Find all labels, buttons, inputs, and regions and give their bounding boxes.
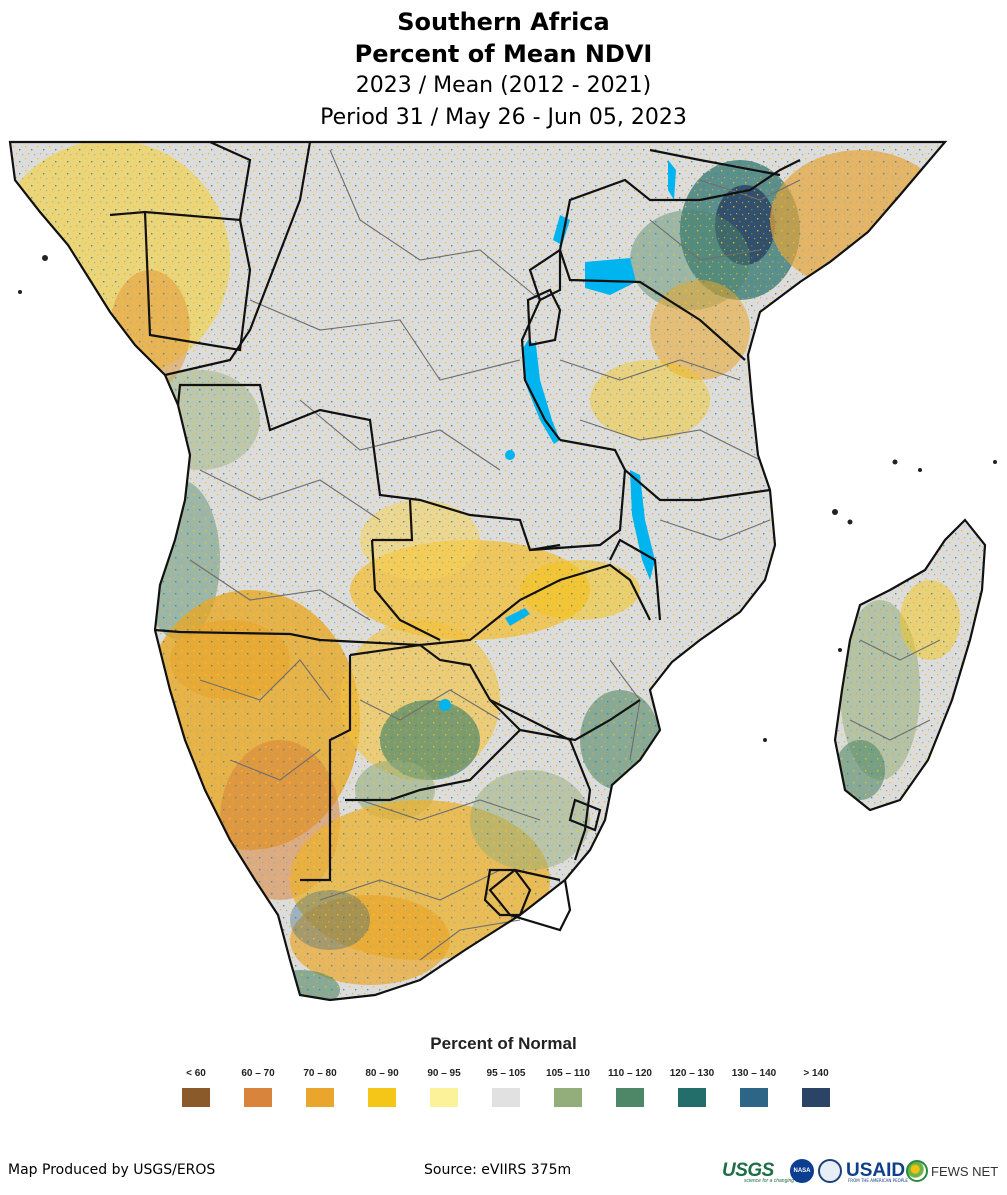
legend-label: 110 – 120 <box>608 1068 652 1079</box>
legend: < 60 60 – 70 70 – 80 80 – 90 90 – 95 95 … <box>165 1068 845 1116</box>
lake-mweru <box>505 450 515 460</box>
legend-item: 130 – 140 <box>723 1068 785 1107</box>
legend-item: 95 – 105 <box>475 1068 537 1107</box>
usgs-tagline: science for a changing world <box>744 1178 808 1184</box>
legend-swatch <box>306 1088 334 1107</box>
lake-victoria <box>585 258 636 295</box>
legend-swatch <box>616 1088 644 1107</box>
partner-logos: USGS science for a changing world NASA U… <box>722 1156 1002 1186</box>
legend-swatch <box>554 1088 582 1107</box>
legend-swatch <box>182 1088 210 1107</box>
legend-label: 80 – 90 <box>365 1068 399 1079</box>
fewsnet-logo: FEWS NET <box>906 1156 998 1186</box>
seal-icon <box>818 1159 842 1183</box>
legend-label: 130 – 140 <box>731 1068 777 1079</box>
nasa-meatball-icon: NASA <box>790 1159 814 1183</box>
lake-malawi <box>630 470 655 580</box>
legend-item: 90 – 95 <box>413 1068 475 1107</box>
legend-item: 110 – 120 <box>599 1068 661 1107</box>
admin-boundaries <box>189 149 941 961</box>
legend-label: 70 – 80 <box>303 1068 337 1079</box>
legend-item: < 60 <box>165 1068 227 1107</box>
water-bodies <box>439 160 676 711</box>
usaid-seal <box>818 1156 842 1186</box>
legend-label: 90 – 95 <box>427 1068 461 1079</box>
legend-label: 105 – 110 <box>546 1068 590 1079</box>
legend-swatch <box>368 1088 396 1107</box>
usgs-wordmark: USGS <box>722 1160 774 1181</box>
legend-item: 120 – 130 <box>661 1068 723 1107</box>
legend-item: > 140 <box>785 1068 847 1107</box>
legend-swatch <box>678 1088 706 1107</box>
legend-title: Percent of Normal <box>430 1034 577 1053</box>
legend-item: 80 – 90 <box>351 1068 413 1107</box>
okavango-water <box>439 699 451 711</box>
ndvi-map <box>8 140 997 1002</box>
map-subtitle-comparison: 2023 / Mean (2012 - 2021) <box>355 73 652 98</box>
globe-icon <box>906 1160 928 1182</box>
usaid-wordmark: USAID <box>846 1160 906 1181</box>
lake-kariba <box>505 608 530 626</box>
legend-label: > 140 <box>803 1068 829 1079</box>
legend-swatch <box>802 1088 830 1107</box>
legend-label: < 60 <box>186 1068 206 1079</box>
legend-label: 120 – 130 <box>669 1068 715 1079</box>
legend-swatch <box>492 1088 520 1107</box>
national-boundaries <box>8 140 987 1002</box>
fewsnet-wordmark: FEWS NET <box>931 1163 999 1179</box>
legend-swatch <box>244 1088 272 1107</box>
map-subtitle-period: Period 31 / May 26 - Jun 05, 2023 <box>320 105 687 130</box>
usaid-tagline: FROM THE AMERICAN PEOPLE <box>848 1178 908 1183</box>
map-title-product: Percent of Mean NDVI <box>354 40 653 68</box>
legend-item: 105 – 110 <box>537 1068 599 1107</box>
map-title-block: Southern Africa Percent of Mean NDVI 202… <box>0 6 1007 134</box>
nasa-logo: NASA <box>790 1156 814 1186</box>
lake-turkana <box>668 160 676 200</box>
islands <box>18 255 997 742</box>
ndvi-anomaly-layer <box>10 142 985 1000</box>
legend-label: 60 – 70 <box>241 1068 275 1079</box>
legend-label: 95 – 105 <box>486 1068 526 1079</box>
map-title-region: Southern Africa <box>397 8 610 36</box>
usaid-logo: USAID FROM THE AMERICAN PEOPLE <box>846 1156 908 1186</box>
legend-swatch <box>430 1088 458 1107</box>
legend-swatch <box>740 1088 768 1107</box>
map-credit: Map Produced by USGS/EROS <box>8 1162 216 1178</box>
data-source: Source: eVIIRS 375m <box>424 1162 572 1178</box>
legend-item: 70 – 80 <box>289 1068 351 1107</box>
lake-tanganyika <box>522 340 560 444</box>
legend-item: 60 – 70 <box>227 1068 289 1107</box>
usgs-logo: USGS science for a changing world <box>722 1156 807 1186</box>
